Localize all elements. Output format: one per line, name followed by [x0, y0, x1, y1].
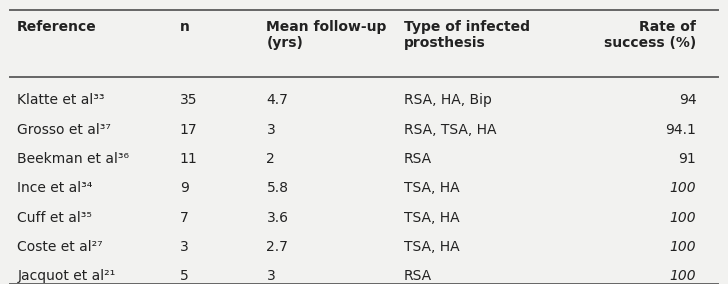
Text: 3: 3 — [266, 123, 275, 137]
Text: Coste et al²⁷: Coste et al²⁷ — [17, 240, 103, 254]
Text: Grosso et al³⁷: Grosso et al³⁷ — [17, 123, 111, 137]
Text: TSA, HA: TSA, HA — [404, 240, 459, 254]
Text: 2: 2 — [266, 152, 275, 166]
Text: 91: 91 — [678, 152, 696, 166]
Text: 4.7: 4.7 — [266, 93, 288, 107]
Text: Klatte et al³³: Klatte et al³³ — [17, 93, 105, 107]
Text: n: n — [180, 20, 190, 34]
Text: 3: 3 — [266, 270, 275, 283]
Text: 3.6: 3.6 — [266, 211, 288, 225]
Text: Type of infected
prosthesis: Type of infected prosthesis — [404, 20, 530, 50]
Text: 17: 17 — [180, 123, 197, 137]
Text: 3: 3 — [180, 240, 189, 254]
Text: RSA: RSA — [404, 152, 432, 166]
Text: 5: 5 — [180, 270, 189, 283]
Text: 9: 9 — [180, 181, 189, 195]
Text: Ince et al³⁴: Ince et al³⁴ — [17, 181, 92, 195]
Text: Mean follow-up
(yrs): Mean follow-up (yrs) — [266, 20, 387, 50]
Text: Reference: Reference — [17, 20, 97, 34]
Text: Rate of
success (%): Rate of success (%) — [604, 20, 696, 50]
Text: 100: 100 — [670, 240, 696, 254]
Text: RSA, HA, Bip: RSA, HA, Bip — [404, 93, 491, 107]
Text: 100: 100 — [670, 270, 696, 283]
Text: RSA: RSA — [404, 270, 432, 283]
Text: Cuff et al³⁵: Cuff et al³⁵ — [17, 211, 92, 225]
Text: 11: 11 — [180, 152, 197, 166]
Text: TSA, HA: TSA, HA — [404, 211, 459, 225]
Text: 94.1: 94.1 — [665, 123, 696, 137]
Text: 94: 94 — [678, 93, 696, 107]
Text: RSA, TSA, HA: RSA, TSA, HA — [404, 123, 496, 137]
Text: 2.7: 2.7 — [266, 240, 288, 254]
Text: Jacquot et al²¹: Jacquot et al²¹ — [17, 270, 116, 283]
Text: 35: 35 — [180, 93, 197, 107]
Text: 100: 100 — [670, 181, 696, 195]
Text: 100: 100 — [670, 211, 696, 225]
Text: Beekman et al³⁶: Beekman et al³⁶ — [17, 152, 130, 166]
Text: TSA, HA: TSA, HA — [404, 181, 459, 195]
Text: 5.8: 5.8 — [266, 181, 288, 195]
Text: 7: 7 — [180, 211, 189, 225]
